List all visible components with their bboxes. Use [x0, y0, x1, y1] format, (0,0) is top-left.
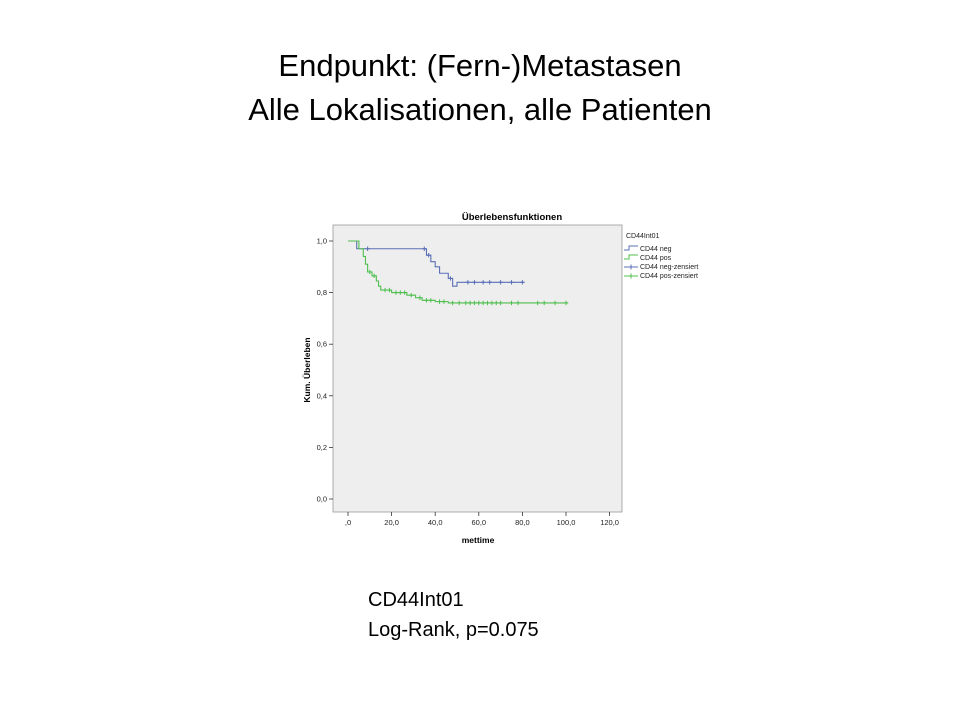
censor-mark-cd44-pos	[450, 300, 455, 306]
censor-mark-cd44-neg	[520, 280, 525, 285]
caption-log-rank: Log-Rank, p=0.075	[368, 619, 539, 641]
x-tick-label: 60,0	[471, 518, 486, 527]
caption: CD44Int01 Log-Rank, p=0.075	[368, 585, 539, 645]
y-tick-label: 0,0	[317, 495, 327, 504]
series-layer	[348, 240, 569, 306]
chart-title: Überlebensfunktionen	[462, 212, 562, 223]
censor-mark-cd44-pos	[472, 300, 477, 306]
censor-mark-cd44-neg	[480, 280, 486, 285]
legend-entry: CD44 neg-zensiert	[640, 264, 698, 271]
censor-mark-cd44-pos	[437, 299, 442, 304]
y-axis-title: Kum. Überleben	[302, 337, 312, 402]
legend-entry: CD44 neg	[640, 246, 672, 253]
censor-mark-cd44-pos	[393, 290, 399, 295]
censor-mark-cd44-neg	[465, 280, 471, 285]
censor-mark-cd44-neg	[422, 246, 427, 251]
plot-area	[332, 224, 623, 513]
censor-mark-cd44-pos	[417, 295, 423, 300]
legend-entry: CD44 pos-zensiert	[640, 273, 698, 280]
censor-mark-cd44-pos	[552, 300, 558, 306]
censor-mark-cd44-pos	[382, 287, 388, 293]
y-tick-label: 1,0	[317, 237, 327, 246]
x-tick-label: 40,0	[428, 518, 443, 527]
slide-title-line-1: Endpunkt: (Fern-)Metastasen	[278, 48, 682, 83]
caption-variable: CD44Int01	[368, 589, 464, 611]
censor-mark-cd44-pos	[509, 300, 514, 306]
legend-entry: CD44 pos	[640, 255, 672, 262]
y-tick-label: 0,2	[317, 443, 327, 452]
censor-mark-cd44-neg	[448, 276, 453, 281]
censor-mark-cd44-neg	[426, 252, 431, 258]
slide-title: Endpunkt: (Fern-)Metastasen Alle Lokalis…	[0, 44, 960, 132]
x-tick-label: 100,0	[557, 518, 576, 527]
censor-mark-cd44-neg	[487, 280, 492, 285]
censor-mark-cd44-pos	[398, 290, 403, 295]
censor-mark-cd44-pos	[441, 299, 447, 304]
legend-swatch	[624, 254, 638, 260]
x-tick-label: 80,0	[515, 518, 530, 527]
censor-mark-cd44-pos	[476, 300, 481, 306]
legend-swatch	[624, 245, 638, 251]
censor-mark-cd44-pos	[467, 300, 473, 306]
censor-mark-cd44-pos	[371, 273, 377, 279]
censor-mark-cd44-pos	[409, 292, 414, 298]
censor-mark-cd44-pos	[428, 298, 434, 303]
y-tick-label: 0,6	[317, 340, 327, 349]
censor-mark-cd44-pos	[480, 300, 486, 306]
legend-title: CD44Int01	[626, 233, 660, 240]
x-axis: ,0 20,0 40,0 60,0 80,0 100,0 120,0	[345, 512, 619, 527]
censor-mark-cd44-pos	[463, 300, 468, 306]
censor-mark-cd44-neg	[472, 280, 477, 285]
censor-mark-cd44-neg	[365, 246, 370, 251]
censor-mark-cd44-pos	[542, 300, 547, 306]
censor-mark-cd44-pos	[367, 269, 372, 275]
censor-mark-cd44-pos	[485, 300, 490, 306]
x-tick-label: 20,0	[384, 518, 399, 527]
censor-mark-cd44-pos	[498, 300, 503, 306]
y-tick-label: 0,4	[317, 391, 327, 400]
legend: CD44Int01 CD44 neg CD44 pos CD44 neg-zensie…	[624, 233, 698, 280]
censor-mark-cd44-pos	[456, 300, 462, 306]
y-tick-label: 0,8	[317, 288, 327, 297]
censor-mark-cd44-pos	[402, 290, 407, 295]
censor-mark-cd44-neg	[509, 280, 514, 285]
censor-mark-cd44-pos	[489, 300, 495, 306]
y-axis: 0,0 0,2 0,4 0,6 0,8 1,0	[317, 237, 333, 504]
slide-title-line-2: Alle Lokalisationen, alle Patienten	[248, 92, 712, 127]
x-tick-label: ,0	[345, 518, 351, 527]
censor-mark-cd44-pos	[563, 300, 569, 306]
x-axis-title: mettime	[462, 535, 495, 545]
censor-mark-cd44-pos	[535, 300, 540, 306]
censor-mark-cd44-pos	[515, 300, 521, 306]
series-line-cd44-neg	[348, 240, 525, 287]
censor-mark-cd44-pos	[494, 300, 499, 306]
censor-mark-cd44-pos	[424, 298, 429, 303]
x-tick-label: 120,0	[600, 518, 619, 527]
censor-mark-cd44-pos	[387, 287, 392, 293]
censor-mark-cd44-neg	[498, 280, 503, 285]
